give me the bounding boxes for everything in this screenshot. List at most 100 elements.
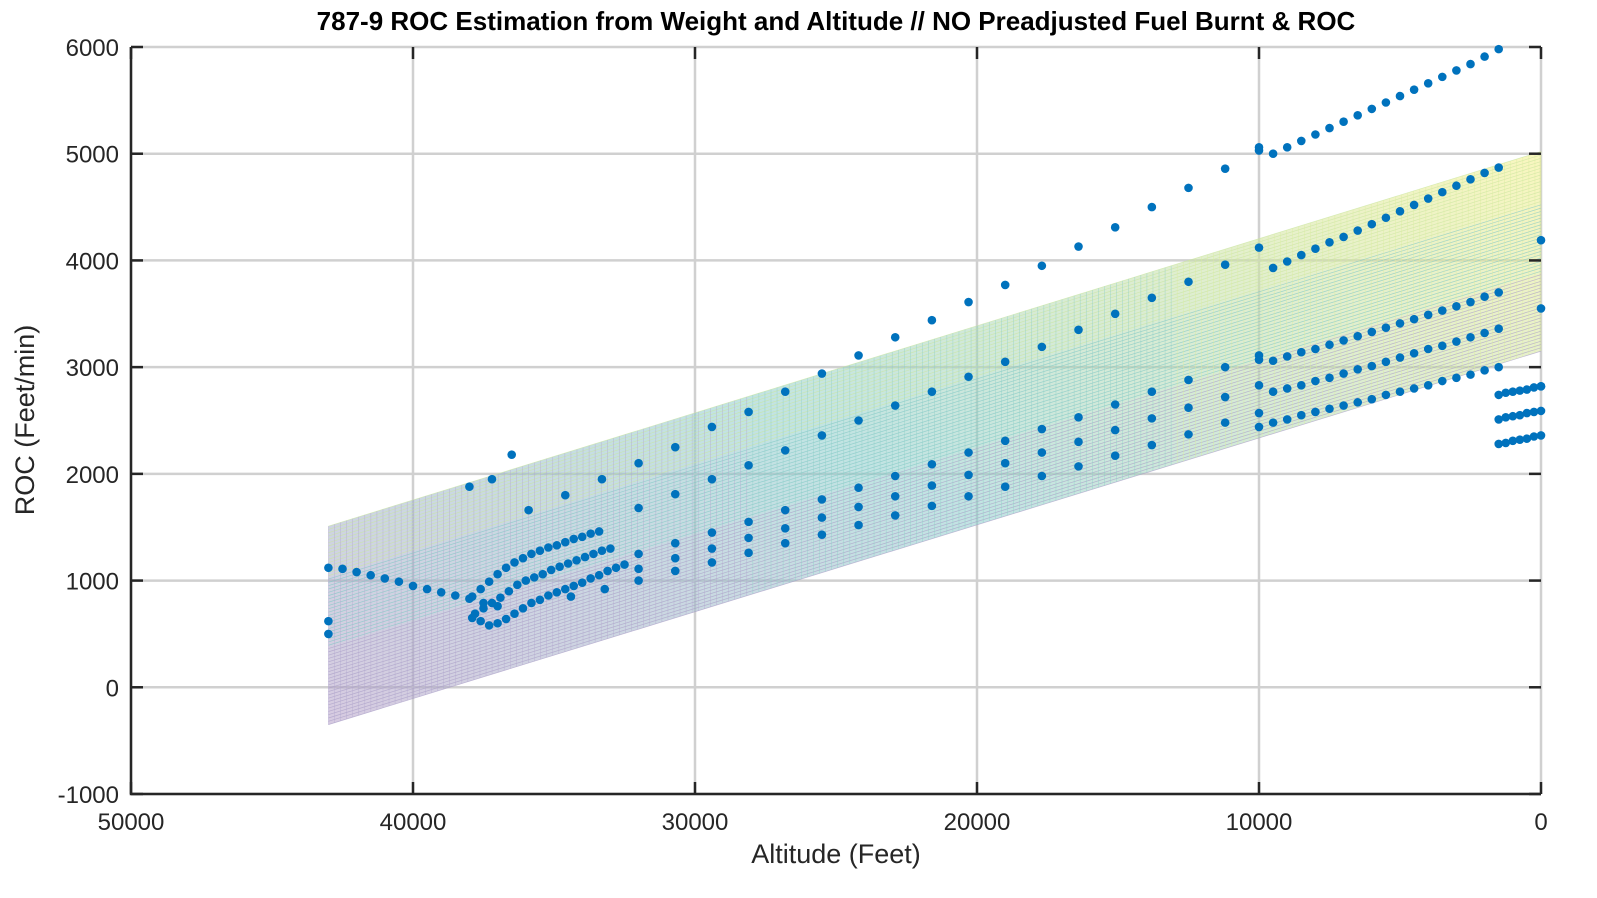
data-point [1353, 110, 1362, 120]
data-point [780, 387, 790, 396]
data-point [1353, 398, 1362, 407]
axes [129, 45, 1543, 796]
data-point [1147, 293, 1157, 303]
data-point [518, 553, 528, 563]
data-point [1184, 430, 1193, 439]
data-point [1110, 425, 1120, 435]
data-point [493, 601, 502, 611]
data-point [1339, 232, 1348, 242]
data-point [1480, 328, 1489, 338]
data-point [634, 549, 643, 559]
data-point [707, 528, 717, 537]
data-point [352, 567, 361, 577]
data-point [1353, 226, 1362, 235]
data-point [1037, 448, 1047, 457]
data-point [1501, 388, 1511, 398]
data-point [890, 401, 900, 410]
data-point [563, 559, 573, 568]
data-point [634, 458, 643, 468]
data-point [670, 442, 680, 452]
data-point [1311, 344, 1320, 354]
data-point [964, 448, 973, 457]
data-point [1311, 244, 1320, 253]
data-point [1353, 331, 1362, 341]
data-point [744, 461, 753, 470]
data-point [1522, 385, 1532, 394]
data-point [465, 594, 474, 604]
data-point [589, 549, 598, 559]
data-point [1325, 404, 1334, 414]
data-point [1074, 242, 1083, 251]
data-point [1110, 309, 1120, 319]
data-point [560, 537, 570, 547]
data-point [1000, 436, 1010, 446]
data-point [487, 474, 497, 484]
data-point [707, 558, 717, 567]
tick-labels: 50000 40000 30000 20000 10000 060005000400030… [58, 35, 1548, 836]
data-point [527, 549, 536, 559]
data-point [1494, 163, 1503, 172]
data-point [380, 574, 390, 583]
data-point [1501, 412, 1511, 422]
data-point [1220, 392, 1230, 402]
data-point [1438, 306, 1447, 315]
data-point [1147, 414, 1157, 423]
data-point [1395, 353, 1405, 362]
y-tick-label: 0 [106, 675, 119, 702]
data-point [1536, 304, 1546, 313]
data-point [1466, 59, 1475, 69]
data-point [634, 564, 643, 574]
data-point [1254, 422, 1264, 432]
data-point [1508, 411, 1518, 421]
data-point [1466, 332, 1475, 342]
data-point [1220, 164, 1230, 173]
data-point [780, 523, 790, 533]
data-point [1325, 340, 1334, 350]
data-point [780, 505, 790, 515]
data-point [1297, 410, 1306, 420]
data-point [1367, 361, 1377, 371]
data-point [1147, 202, 1157, 212]
data-point [1480, 292, 1489, 302]
data-point [1311, 376, 1320, 386]
data-point [1367, 219, 1377, 229]
data-point [484, 577, 494, 586]
data-point [521, 576, 531, 585]
data-point [451, 591, 460, 600]
data-point [1522, 408, 1532, 418]
data-point [927, 501, 937, 511]
data-point [1494, 324, 1503, 334]
data-point [1515, 410, 1525, 420]
data-point [594, 570, 604, 580]
data-point [634, 576, 643, 585]
data-point [1480, 168, 1489, 178]
data-point [1438, 376, 1447, 386]
data-point [569, 581, 579, 591]
x-tick-label: 50000 [98, 809, 165, 836]
data-point [1494, 288, 1503, 297]
data-point [1184, 183, 1193, 193]
data-point [1184, 375, 1193, 385]
data-point [1508, 436, 1518, 446]
x-tick-label: 0 [1534, 809, 1547, 836]
data-point [606, 544, 615, 553]
data-point [513, 580, 522, 590]
data-point [1423, 380, 1433, 390]
data-point [1529, 383, 1539, 392]
data-point [1220, 362, 1230, 372]
data-point [546, 565, 556, 575]
data-point [1147, 440, 1157, 450]
data-point [324, 563, 333, 573]
data-point [1268, 356, 1278, 366]
y-tick-label: 5000 [66, 142, 119, 169]
data-point [518, 604, 528, 613]
data-point [670, 553, 680, 563]
data-point [594, 527, 604, 536]
data-point [507, 450, 516, 459]
data-point [1254, 355, 1264, 364]
data-point [586, 529, 595, 538]
data-point [1381, 213, 1391, 223]
data-point [496, 593, 505, 602]
data-point [1074, 412, 1083, 422]
data-point [1494, 415, 1503, 424]
